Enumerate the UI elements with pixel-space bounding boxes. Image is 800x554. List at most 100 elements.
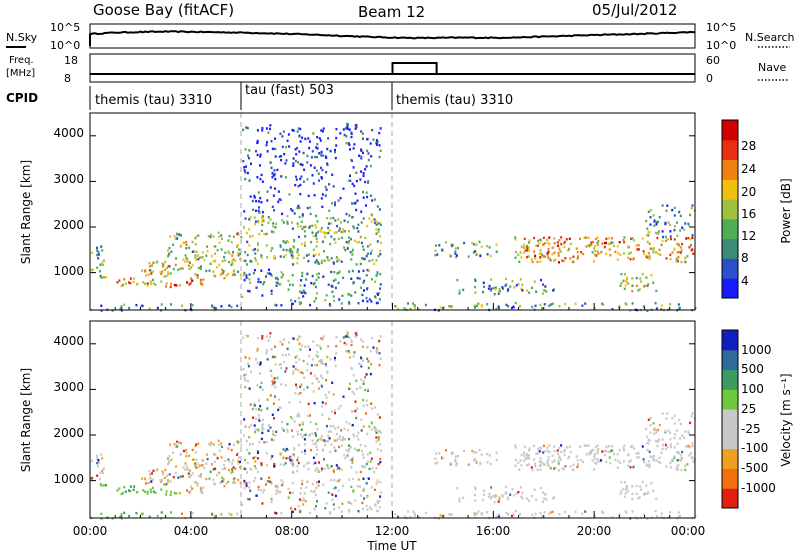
velocity-cell [274,385,277,389]
velocity-cell [645,463,648,466]
power-cell [198,256,201,259]
velocity-cell [336,432,339,436]
power-cell [309,212,312,216]
velocity-cell [232,459,235,462]
velocity-cell [348,351,351,354]
power-cell [162,263,165,266]
velocity-cell [374,503,376,506]
power-cell [253,269,256,272]
power-cell [375,223,378,226]
power-cell [357,230,360,233]
velocity-cell [275,489,278,492]
velocity-cell [348,510,351,513]
velocity-cell [170,511,172,514]
power-cell [379,223,382,227]
power-cell [120,305,123,308]
velocity-cell [273,417,275,420]
velocity-cell [558,447,561,450]
velocity-cell [379,495,382,498]
power-cell [354,124,357,127]
power-cell [236,304,239,308]
power-cell [560,242,563,246]
velocity-cell [120,492,123,496]
velocity-cell [662,443,664,447]
power-cell [641,272,644,276]
velocity-cell [356,407,359,410]
velocity-cell [256,347,259,351]
velocity-cell [320,385,323,388]
power-cell [248,244,251,247]
power-cell [188,261,191,264]
velocity-cell [299,492,302,495]
velocity-cell [325,440,328,443]
velocity-cell [231,470,234,473]
colorbar-segment [722,159,738,180]
velocity-cell [259,361,262,364]
velocity-cell [474,499,477,502]
power-cell [284,241,287,244]
velocity-cell [649,455,652,458]
velocity-cell [161,478,164,481]
velocity-cell [534,462,537,465]
power-cell [356,226,359,230]
velocity-cell [318,360,321,363]
power-cell [675,257,678,260]
velocity-cell [546,460,549,463]
velocity-cell [409,515,412,519]
power-cell [183,241,186,245]
velocity-cell [610,449,613,452]
velocity-cell [652,457,655,460]
power-cell [360,155,363,158]
power-cell [487,287,490,290]
velocity-cell [303,492,306,495]
power-cell [98,270,101,273]
velocity-cell [547,455,550,459]
velocity-cell [313,374,316,377]
velocity-cell [164,468,167,472]
power-cell [324,155,327,158]
power-cell [216,266,219,269]
power-cell [234,259,237,263]
velocity-cell [292,471,295,474]
velocity-cell [364,444,367,448]
velocity-cell [90,477,93,480]
velocity-cell [375,440,378,443]
power-cell [671,251,674,254]
power-cell [274,177,277,181]
power-cell [358,154,361,157]
power-cell [287,133,290,136]
velocity-cell [355,387,358,391]
velocity-cell [228,512,231,515]
power-cell [303,291,306,294]
velocity-cell [275,492,278,495]
power-cell [684,222,687,225]
velocity-cell [132,488,135,492]
velocity-cell [482,489,485,492]
power-cell [361,137,364,140]
velocity-cell [277,489,279,493]
power-cell [260,173,263,177]
power-cell [301,271,304,275]
power-cell [378,131,381,135]
power-cell [333,271,336,274]
power-cell [346,127,349,130]
velocity-cell [679,454,682,457]
power-cell [303,168,306,171]
power-cell [515,284,518,287]
power-cell [563,240,566,244]
velocity-cell [163,483,166,486]
velocity-cell [340,438,343,442]
velocity-cell [199,473,202,476]
velocity-cell [377,438,380,442]
velocity-cell [489,462,492,466]
velocity-cell [244,425,247,428]
velocity-cell [320,467,323,470]
velocity-cell [560,444,563,447]
velocity-cell [349,387,352,390]
power-cell [360,286,363,289]
power-cell [603,241,606,245]
power-cell [530,258,533,261]
power-cell [613,244,616,248]
velocity-cell [548,444,551,447]
velocity-cell [313,363,316,367]
